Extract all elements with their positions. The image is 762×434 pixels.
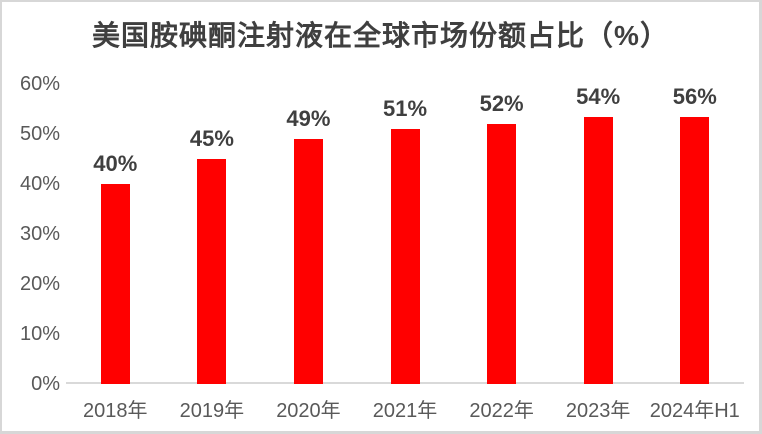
x-axis-category-label: 2018年 <box>83 400 148 422</box>
bar-value-label: 54% <box>576 84 621 109</box>
x-axis-category-label: 2020年 <box>276 400 341 422</box>
x-axis-category-label: 2021年 <box>372 400 438 422</box>
bar-column: 56% <box>646 84 743 384</box>
bar <box>487 124 517 384</box>
x-axis-category-label: 2023年 <box>565 400 631 422</box>
bar-value-label: 45% <box>189 126 234 151</box>
bar-column: 52% <box>453 84 550 384</box>
y-axis-tick-label: 10% <box>19 323 60 345</box>
x-axis-category-label: 2024年H1 <box>649 400 740 422</box>
chart-title: 美国胺碘酮注射液在全球市场份额占比（%） <box>92 20 669 51</box>
bar-column: 51% <box>357 84 454 384</box>
y-axis-tick-label: 30% <box>19 223 60 245</box>
y-axis-tick-label: 60% <box>19 73 60 95</box>
bar-column: 40% <box>67 84 164 384</box>
bar-value-label: 52% <box>479 91 524 116</box>
x-axis-category-label: 2019年 <box>179 400 245 422</box>
bar-column: 45% <box>164 84 261 384</box>
y-axis-tick-label: 20% <box>19 273 60 295</box>
bar <box>583 117 613 384</box>
bar-value-label: 51% <box>383 96 428 121</box>
bar-value-label: 49% <box>286 106 331 131</box>
bars-container: 40% 45% 49% 51% 52% 54% 56% <box>67 84 743 384</box>
bar-column: 49% <box>260 84 357 384</box>
y-axis-tick-label: 0% <box>31 373 60 395</box>
bar <box>293 139 323 384</box>
bar <box>390 129 420 384</box>
bar-column: 54% <box>550 84 647 384</box>
bar <box>197 159 227 384</box>
y-axis: 0% 10% 20% 30% 40% 50% 60% <box>2 2 60 431</box>
bar-value-label: 56% <box>672 84 717 109</box>
bar-value-label: 40% <box>93 151 138 176</box>
bar <box>100 184 130 384</box>
x-axis-labels: 2018年 2019年 2020年 2021年 2022年 2023年 2024年H1 <box>67 394 743 423</box>
y-axis-tick-label: 50% <box>19 123 60 145</box>
x-axis-category-label: 2022年 <box>469 400 534 422</box>
bar <box>680 117 710 384</box>
y-axis-tick-label: 40% <box>19 173 60 195</box>
